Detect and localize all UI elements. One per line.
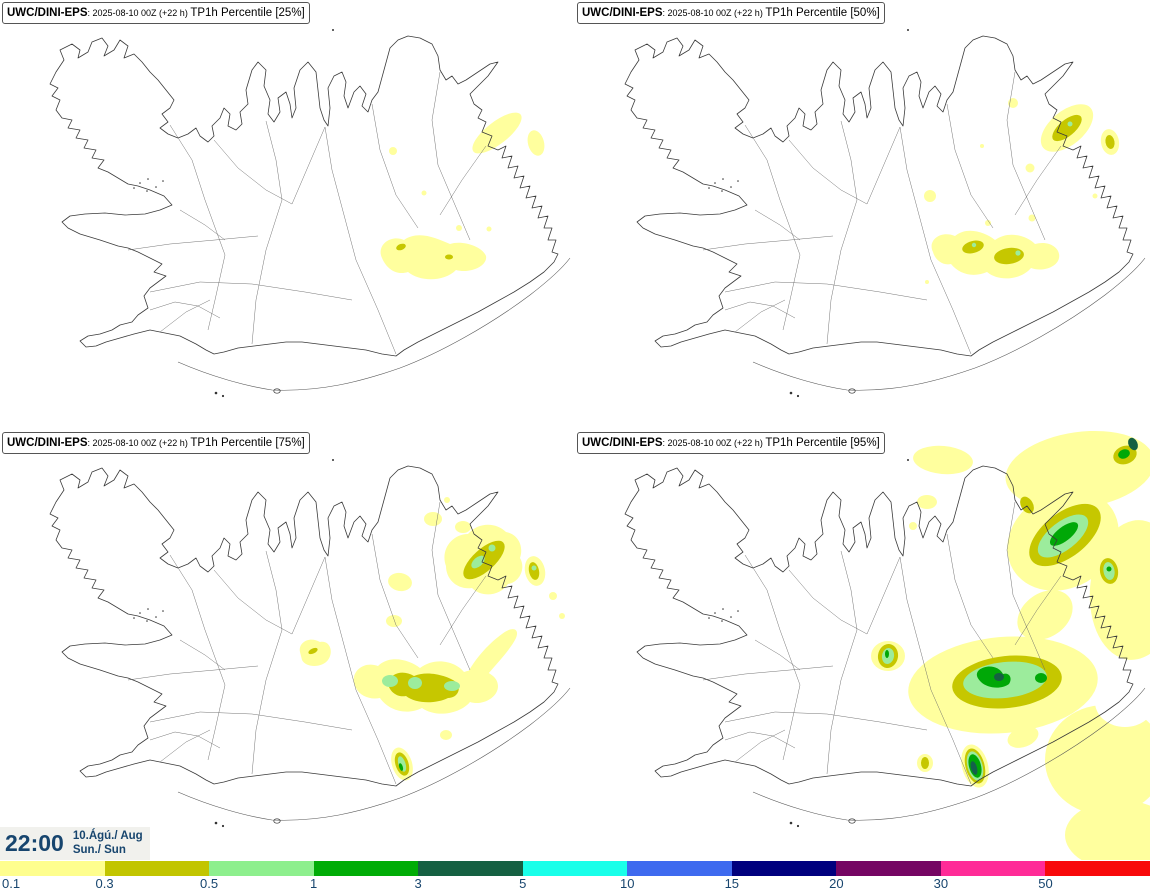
run-info: : 2025-08-10 00Z (+22 h) xyxy=(662,438,766,448)
precip-contours-50 xyxy=(924,98,1120,284)
colorbar-tick-label: 3 xyxy=(414,876,422,891)
colorbar-labels: 0.1 0.3 0.5 1 3 5 10 15 20 30 50 xyxy=(0,876,1150,891)
run-info: : 2025-08-10 00Z (+22 h) xyxy=(87,8,191,18)
panel-title-25: UWC/DINI-EPS: 2025-08-10 00Z (+22 h) TP1… xyxy=(2,2,310,24)
product-name: TP1h Percentile [95%] xyxy=(765,437,880,449)
colorbar-segment xyxy=(104,861,210,876)
colorbar-tick-label: 0.5 xyxy=(200,876,219,891)
map-panel-25: UWC/DINI-EPS: 2025-08-10 00Z (+22 h) TP1… xyxy=(0,0,575,430)
colorbar-tick-label: 50 xyxy=(1038,876,1053,891)
map-50 xyxy=(624,28,1146,398)
model-name: UWC/DINI-EPS xyxy=(7,7,88,19)
colorbar-tick-label: 0.3 xyxy=(95,876,114,891)
timestamp-date: 10.Ágú./ Aug xyxy=(72,829,143,842)
colorbar-tick-label: 20 xyxy=(829,876,844,891)
colorbar-segment xyxy=(0,861,105,876)
colorbar-segment xyxy=(731,861,837,876)
panel-title-75: UWC/DINI-EPS: 2025-08-10 00Z (+22 h) TP1… xyxy=(2,432,310,454)
model-name: UWC/DINI-EPS xyxy=(582,7,663,19)
map-75 xyxy=(49,458,571,828)
product-name: TP1h Percentile [75%] xyxy=(190,437,305,449)
colorbar-segment xyxy=(418,861,523,876)
colorbar-segment xyxy=(627,861,732,876)
map-panel-75: UWC/DINI-EPS: 2025-08-10 00Z (+22 h) TP1… xyxy=(0,430,575,860)
colorbar-tick-label: 5 xyxy=(519,876,527,891)
timestamp-day: Sun./ Sun xyxy=(72,843,126,856)
map-panel-95: UWC/DINI-EPS: 2025-08-10 00Z (+22 h) TP1… xyxy=(575,430,1150,860)
product-name: TP1h Percentile [25%] xyxy=(190,7,305,19)
precip-contours-25 xyxy=(380,112,545,280)
timestamp: 22:00 10.Ágú./ Aug Sun./ Sun xyxy=(0,827,150,860)
timestamp-time: 22:00 xyxy=(5,830,64,856)
legend-strip: 0.1 0.3 0.5 1 3 5 10 15 20 30 50 xyxy=(0,860,1150,891)
map-panel-50: UWC/DINI-EPS: 2025-08-10 00Z (+22 h) TP1… xyxy=(575,0,1150,430)
colorbar-segment xyxy=(1045,861,1150,876)
map-95 xyxy=(624,430,1150,860)
model-name: UWC/DINI-EPS xyxy=(582,437,663,449)
colorbar-tick-label: 1 xyxy=(310,876,318,891)
run-info: : 2025-08-10 00Z (+22 h) xyxy=(87,438,191,448)
timestamp-datecol: 10.Ágú./ Aug Sun./ Sun xyxy=(73,830,143,858)
colorbar-tick-label: 0.1 xyxy=(2,876,21,891)
product-name: TP1h Percentile [50%] xyxy=(765,7,880,19)
map-grid: UWC/DINI-EPS: 2025-08-10 00Z (+22 h) TP1… xyxy=(0,0,1150,860)
precip-contours-95 xyxy=(871,430,1150,860)
colorbar xyxy=(0,861,1150,876)
panel-title-95: UWC/DINI-EPS: 2025-08-10 00Z (+22 h) TP1… xyxy=(577,432,885,454)
model-name: UWC/DINI-EPS xyxy=(7,437,88,449)
map-25 xyxy=(49,28,571,398)
panel-title-50: UWC/DINI-EPS: 2025-08-10 00Z (+22 h) TP1… xyxy=(577,2,885,24)
colorbar-segment xyxy=(209,861,314,876)
run-info: : 2025-08-10 00Z (+22 h) xyxy=(662,8,766,18)
precip-contours-75 xyxy=(299,497,565,781)
colorbar-segment xyxy=(940,861,1046,876)
colorbar-tick-label: 10 xyxy=(620,876,635,891)
colorbar-segment xyxy=(522,861,628,876)
colorbar-tick-label: 15 xyxy=(724,876,740,891)
colorbar-tick-label: 30 xyxy=(933,876,949,891)
colorbar-segment xyxy=(836,861,941,876)
colorbar-segment xyxy=(313,861,419,876)
